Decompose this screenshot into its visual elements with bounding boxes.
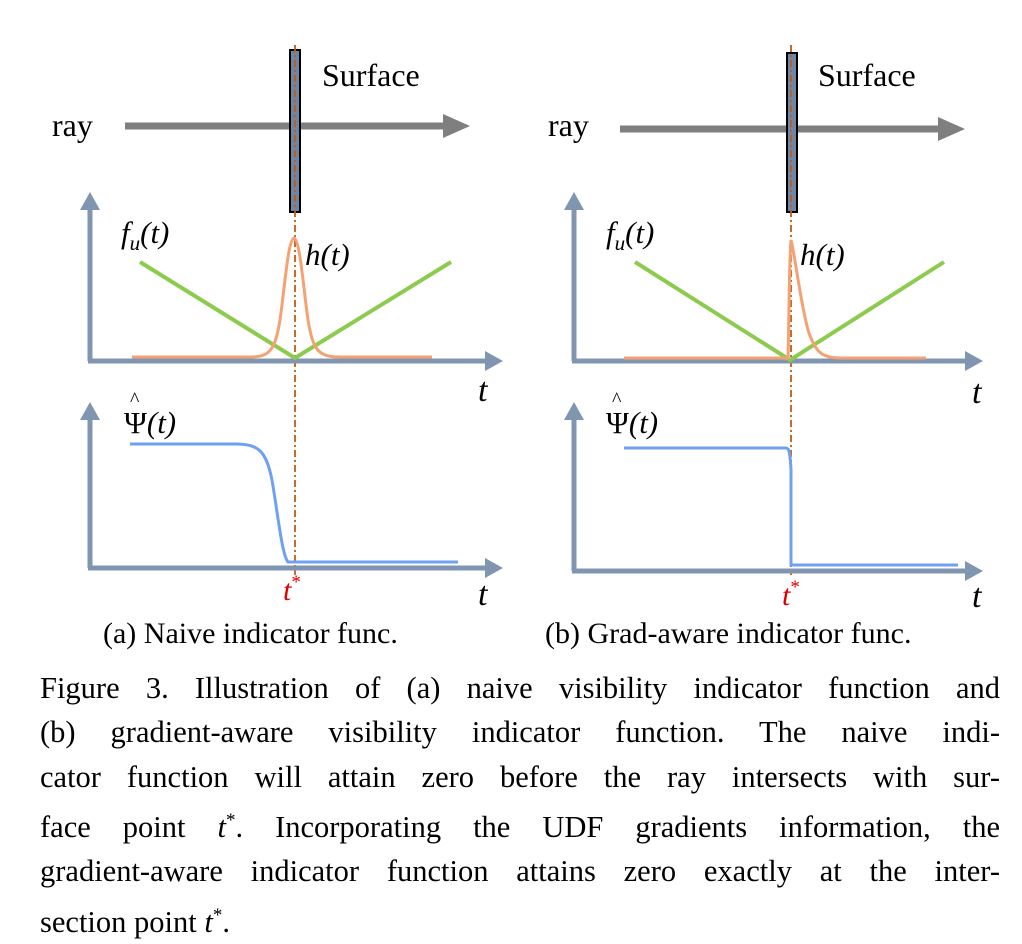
surface-plane-icon	[786, 52, 798, 213]
bottom-axis-t-label: t	[972, 578, 983, 615]
ray-arrow-icon	[620, 117, 965, 141]
t-star-label: t*	[283, 572, 301, 607]
top-axis-t-label: t	[478, 372, 489, 409]
psi-label: Ψ(t)	[606, 405, 658, 440]
caption-line: section point t*.	[40, 904, 230, 939]
h-curve	[624, 239, 926, 360]
caption-line: cator function will attain zero before t…	[40, 759, 1000, 794]
caption-line: face point t*. Incorporating the UDF gra…	[40, 809, 1001, 845]
panel-a: ray Surface fu(t) h(t) t	[52, 45, 503, 613]
panel-b: ray Surface fu(t) h(t) t Ψ(t) ^ t* t	[548, 45, 983, 615]
h-label: h(t)	[305, 237, 350, 272]
psi-hat: ^	[612, 389, 622, 411]
caption-line: gradient-aware indicator function attain…	[40, 854, 1000, 889]
psi-hat: ^	[130, 389, 140, 411]
ray-label: ray	[548, 107, 589, 143]
top-axis-t-label: t	[972, 374, 983, 411]
bottom-axis-t-label: t	[478, 576, 489, 613]
fu-label: fu(t)	[121, 215, 169, 255]
figure-caption: Figure 3. Illustration of (a) naive visi…	[40, 666, 1000, 944]
surface-label: Surface	[818, 57, 916, 93]
ray-label: ray	[52, 107, 93, 143]
bottom-plot-axes	[80, 402, 503, 578]
top-plot-axes	[564, 192, 983, 371]
fu-curve	[633, 260, 946, 363]
subcaption-b: (b) Grad-aware indicator func.	[545, 617, 912, 650]
t-star-label: t*	[782, 577, 800, 612]
psi-label: Ψ(t)	[124, 405, 176, 440]
h-curve	[132, 236, 432, 359]
top-plot-axes	[80, 192, 503, 371]
psi-curve	[130, 442, 458, 564]
h-label: h(t)	[800, 237, 845, 272]
surface-label: Surface	[322, 57, 420, 93]
bottom-plot-axes	[564, 402, 983, 581]
fu-curve	[138, 260, 453, 361]
caption-line: (b) gradient-aware visibility indicator …	[40, 715, 1000, 750]
caption-line: Figure 3. Illustration of (a) naive visi…	[40, 671, 1000, 705]
subcaption-a: (a) Naive indicator func.	[103, 617, 398, 650]
psi-curve	[624, 446, 958, 567]
ray-arrow-icon	[125, 114, 470, 138]
fu-label: fu(t)	[606, 215, 654, 255]
